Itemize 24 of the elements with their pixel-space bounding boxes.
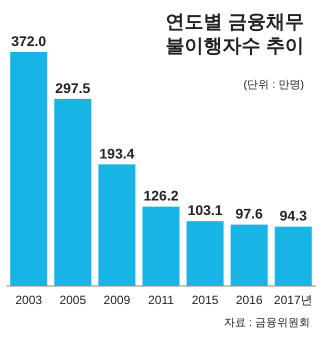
x-tick-label: 2011 — [148, 293, 174, 307]
text: 자료 : 금융위원회 — [224, 317, 310, 329]
x-tick-label: 2003 — [15, 293, 42, 307]
bar — [98, 164, 136, 286]
chart-title: 연도별 금융채무 불이행자수 추이 — [166, 12, 304, 57]
text: (단위 : 만명) — [244, 79, 304, 91]
x-tick-label: 2016 — [236, 293, 263, 307]
bar — [10, 52, 48, 286]
bar — [230, 224, 268, 286]
data-label: 103.1 — [188, 202, 223, 218]
data-label: 193.4 — [99, 145, 135, 162]
x-tick-label: 2005 — [59, 293, 86, 307]
x-tick-label: 2017년 — [274, 293, 313, 307]
data-label: 97.6 — [236, 206, 264, 222]
data-label: 94.3 — [280, 208, 308, 224]
data-label: 126.2 — [143, 188, 179, 204]
bar — [54, 98, 92, 286]
x-tick-label: 2009 — [104, 293, 131, 307]
data-label: 372.0 — [11, 33, 46, 49]
bar — [186, 221, 224, 286]
data-label: 297.5 — [55, 80, 91, 96]
bar — [274, 226, 312, 286]
bar — [142, 206, 180, 286]
x-tick-label: 2015 — [192, 293, 219, 307]
